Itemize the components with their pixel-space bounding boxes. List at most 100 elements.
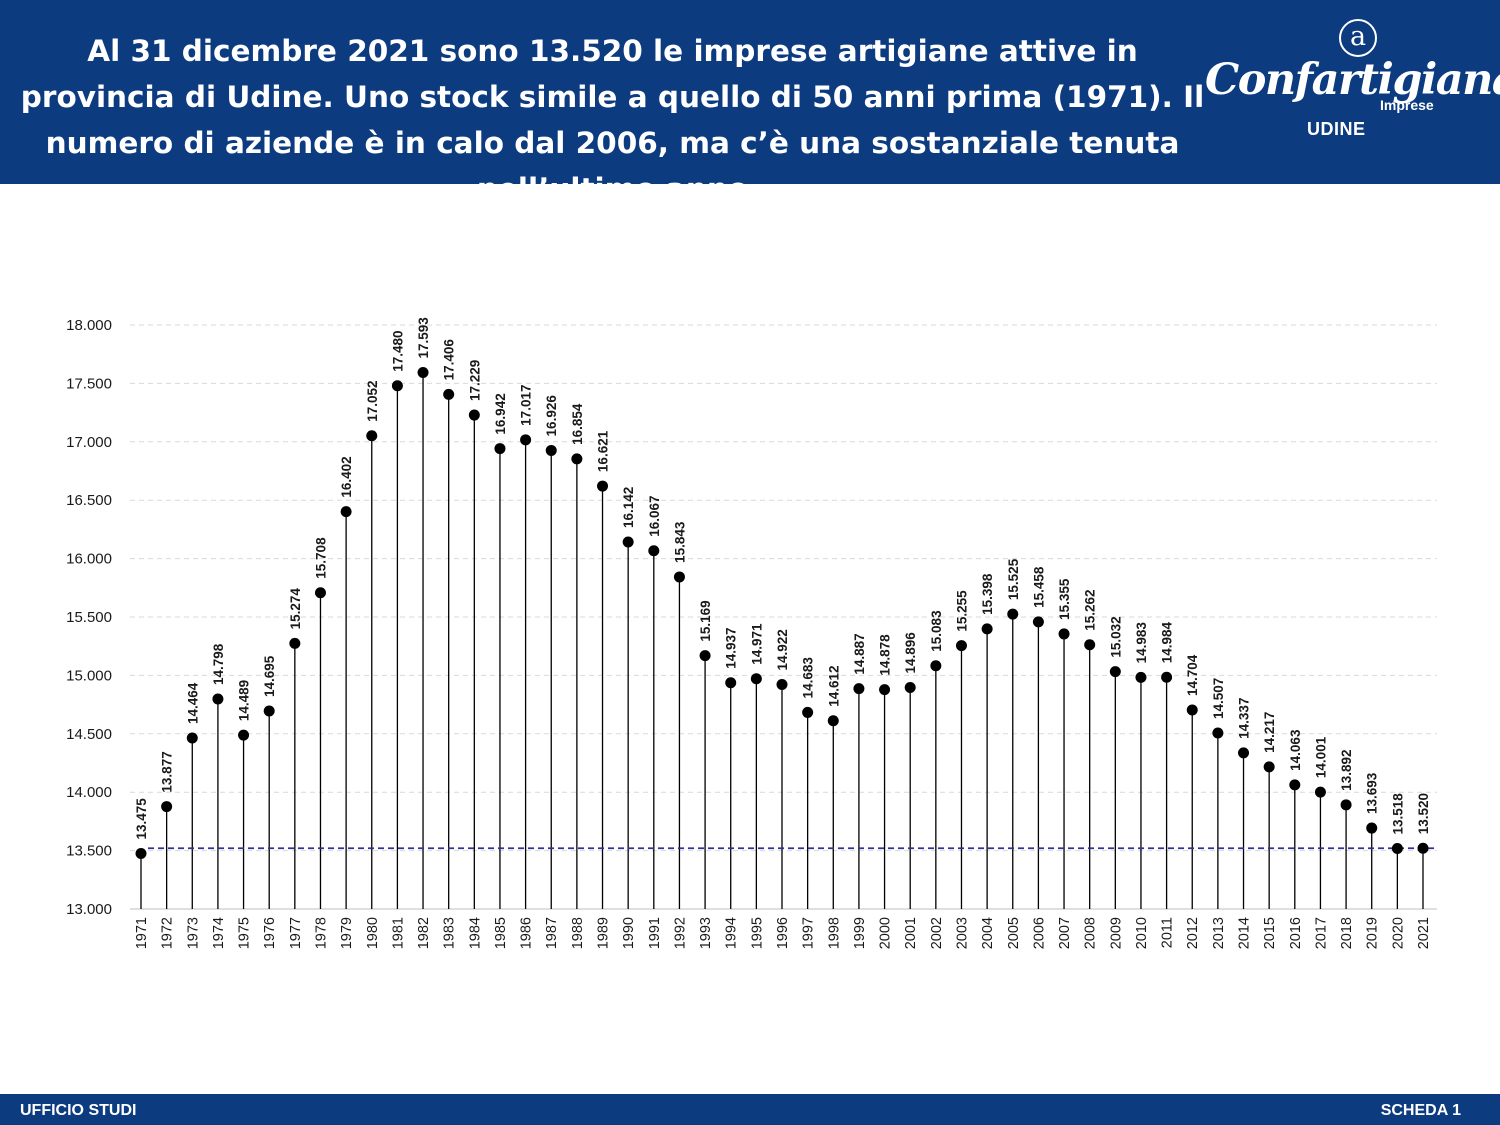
x-tick-label: 1983 [442, 917, 458, 949]
data-label: 16.942 [493, 393, 508, 434]
x-tick-label: 1984 [467, 917, 483, 949]
data-label: 15.083 [929, 610, 944, 652]
x-tick-label: 1996 [775, 917, 791, 949]
y-tick-label: 16.000 [66, 551, 112, 568]
data-label: 14.507 [1211, 678, 1226, 719]
data-label: 16.067 [647, 495, 662, 536]
lollipop-marker [238, 729, 250, 741]
lollipop-marker [1161, 671, 1173, 683]
lollipop-marker [263, 705, 275, 717]
x-tick-label: 1978 [313, 917, 329, 949]
lollipop-marker [699, 650, 711, 662]
x-tick-label: 1993 [698, 917, 714, 949]
lollipop-marker [1314, 786, 1326, 798]
x-tick-label: 1992 [672, 917, 688, 949]
data-label: 15.708 [313, 537, 328, 579]
x-tick-label: 2001 [903, 917, 919, 949]
at-symbol-icon: a [1339, 19, 1377, 57]
y-tick-label: 14.500 [66, 726, 112, 743]
lollipop-marker [827, 715, 839, 727]
x-tick-label: 1986 [519, 917, 535, 949]
x-tick-label: 1976 [262, 917, 278, 949]
footer-bar: UFFICIO STUDI SCHEDA 1 [0, 1094, 1500, 1125]
y-tick-label: 17.000 [66, 434, 112, 451]
chart-area: 13.000 13.500 14.000 14.500 15.000 15.500 16.0… [0, 184, 1500, 1094]
x-tick-label: 2000 [878, 917, 894, 949]
x-tick-label: 2020 [1390, 917, 1406, 949]
data-label: 14.489 [237, 680, 252, 721]
data-label: 14.922 [775, 629, 790, 670]
lollipop-marker [1058, 628, 1070, 640]
x-tick-label: 2002 [929, 917, 945, 949]
data-label: 17.017 [519, 385, 534, 426]
lollipop-marker [443, 388, 455, 400]
x-tick-label: 1995 [749, 917, 765, 949]
y-tick-label: 15.000 [66, 667, 112, 684]
x-tick-label: 2015 [1262, 917, 1278, 949]
y-tick-label: 15.500 [66, 609, 112, 626]
header-bar: Al 31 dicembre 2021 sono 13.520 le impre… [0, 0, 1500, 206]
lollipop-chart: 13.000 13.500 14.000 14.500 15.000 15.500 16.0… [66, 317, 1437, 949]
lollipop-marker [1032, 616, 1044, 628]
data-label: 14.896 [903, 632, 918, 674]
lollipop-marker [340, 506, 352, 518]
lollipop-marker [571, 453, 583, 465]
x-tick-label: 1991 [647, 917, 663, 949]
x-tick-label: 2019 [1365, 917, 1381, 949]
data-label: 15.398 [980, 573, 995, 615]
data-label: 15.262 [1083, 590, 1098, 631]
data-label: 14.887 [852, 633, 867, 674]
lollipop-marker [314, 587, 326, 599]
data-label: 14.798 [211, 643, 226, 685]
lollipop-marker [1340, 799, 1352, 811]
data-label: 15.458 [1031, 566, 1046, 608]
x-tick-label: 1980 [365, 917, 381, 949]
page-title: Al 31 dicembre 2021 sono 13.520 le impre… [20, 34, 1205, 206]
data-label: 14.683 [801, 657, 816, 699]
x-tick-label: 1988 [570, 917, 586, 949]
lollipop-marker [648, 545, 660, 557]
x-tick-label: 1998 [826, 917, 842, 949]
data-label: 17.593 [416, 317, 431, 359]
y-tick-label: 14.000 [66, 784, 112, 801]
data-label: 14.337 [1237, 698, 1252, 739]
lollipop-marker [1109, 666, 1121, 678]
data-label: 13.520 [1416, 793, 1431, 834]
data-label: 14.464 [185, 682, 200, 724]
data-label: 14.001 [1313, 736, 1328, 778]
data-label: 13.518 [1390, 793, 1405, 835]
lollipop-marker [750, 673, 762, 685]
data-label: 16.402 [339, 456, 354, 497]
x-tick-label: 2006 [1031, 917, 1047, 949]
data-label: 14.984 [1160, 621, 1175, 663]
data-label: 17.480 [390, 330, 405, 371]
x-tick-label: 2005 [1006, 917, 1022, 949]
y-tick-label: 13.000 [66, 901, 112, 918]
data-label: 15.255 [954, 590, 969, 632]
x-tick-label: 1977 [288, 917, 304, 949]
x-tick-label: 1987 [544, 917, 560, 949]
data-label: 14.704 [1185, 654, 1200, 696]
x-tick-label: 2008 [1083, 917, 1099, 949]
lollipop-marker [1186, 704, 1198, 716]
lollipop-marker [879, 684, 891, 696]
lollipop-marker [1289, 779, 1301, 791]
lollipop-marker [981, 623, 993, 635]
lollipop-marker [212, 693, 224, 705]
x-tick-label: 2003 [954, 917, 970, 949]
lollipop-marker [725, 677, 737, 689]
data-label: 16.854 [570, 403, 585, 445]
x-tick-label: 1997 [801, 917, 817, 949]
lollipop-marker [1366, 822, 1378, 834]
x-tick-label: 1982 [416, 917, 432, 949]
data-label: 15.032 [1108, 616, 1123, 657]
y-tick-label: 13.500 [66, 843, 112, 860]
y-tick-label: 17.500 [66, 375, 112, 392]
lollipop-marker [1238, 747, 1250, 759]
logo-name: Confartigianato [1205, 55, 1500, 105]
confartigianato-logo: a Confartigianato Imprese UDINE [1195, 15, 1500, 145]
data-label: 13.892 [1339, 750, 1354, 791]
x-tick-label: 1985 [493, 917, 509, 949]
lollipop-marker [1391, 842, 1403, 854]
lollipop-marker [853, 683, 865, 695]
